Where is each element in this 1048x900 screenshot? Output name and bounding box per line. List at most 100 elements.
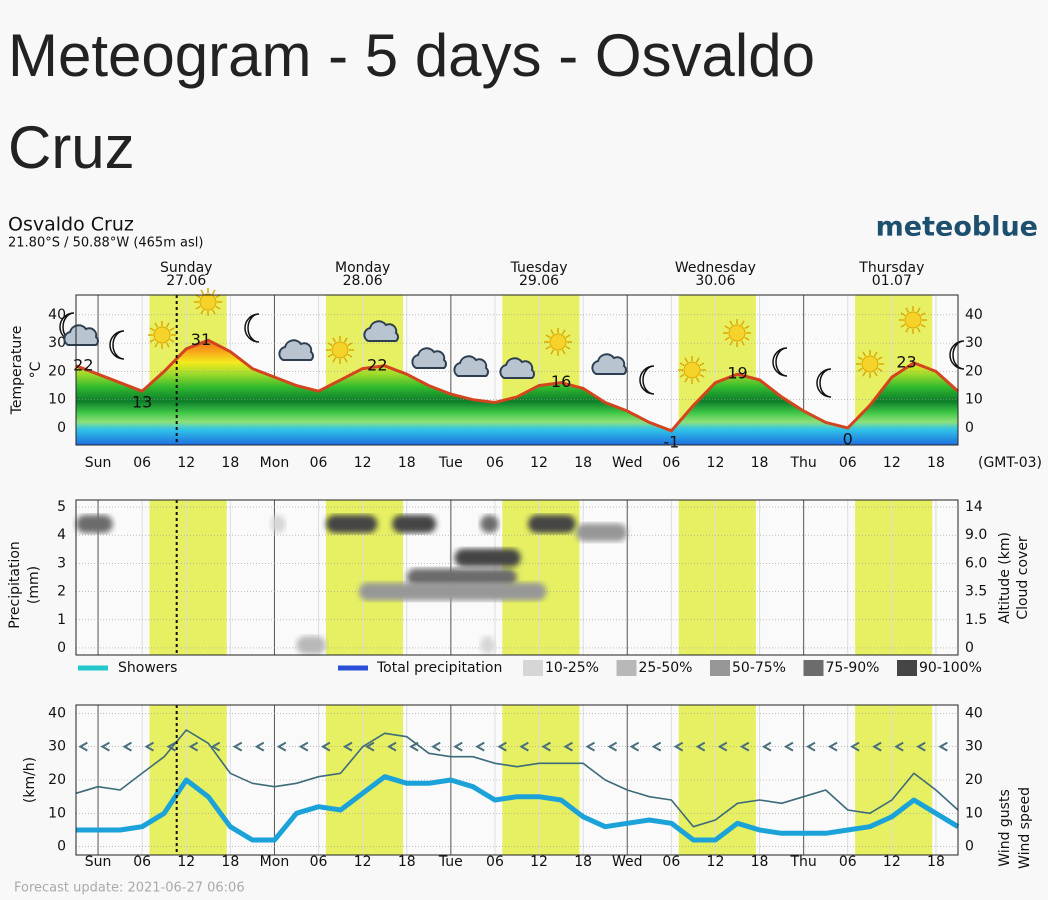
- x-tick-label: 06: [839, 455, 857, 471]
- daylight-band: [149, 500, 227, 655]
- wind-arrow: [783, 741, 794, 752]
- y-tick-label: 20: [48, 363, 66, 379]
- wind-arrow: [78, 741, 88, 752]
- x-tick-label: 12: [354, 854, 372, 870]
- sun-ray: [695, 377, 700, 383]
- wind-arrow: [938, 741, 948, 752]
- sun-ray: [215, 305, 221, 310]
- cloud-icon: [63, 324, 99, 346]
- x-tick-label: Mon: [260, 455, 290, 471]
- y-tick-label-right: 10: [965, 805, 983, 821]
- temperature-area: [76, 340, 958, 445]
- y2-tick-label: 0: [965, 640, 974, 656]
- x-tick-label: 12: [530, 455, 548, 471]
- wind-arrow: [232, 741, 243, 752]
- wind-arrow: [475, 741, 485, 752]
- x-tick-label: 12: [530, 854, 548, 870]
- y-tick-label: 4: [57, 527, 66, 543]
- wind-arrow: [739, 741, 750, 752]
- wind-arrow: [188, 741, 199, 752]
- wind-arrow: [210, 741, 221, 752]
- sun-ray: [905, 307, 910, 313]
- cloud-layer: [528, 514, 576, 533]
- y2-tick-label: 14: [965, 499, 983, 515]
- legend-label: 90-100%: [919, 660, 982, 676]
- x-tick-label: 18: [927, 455, 945, 471]
- wind-arrow: [585, 741, 595, 752]
- wind-arrow: [916, 741, 926, 752]
- sun-ray: [332, 337, 337, 343]
- wind-arrow: [761, 741, 772, 752]
- x-tick-label: 18: [751, 455, 769, 471]
- forecast-update: Forecast update: 2021-06-27 06:06: [14, 881, 245, 896]
- sun-ray: [873, 351, 878, 357]
- sun-ray: [561, 329, 566, 335]
- sun-ray: [165, 322, 170, 328]
- axis-unit: (mm): [26, 566, 42, 604]
- sun-ray: [900, 323, 906, 328]
- day-name: Thursday: [858, 260, 924, 276]
- sun-ray: [169, 327, 175, 332]
- coordinates: 21.80°S / 50.88°W (465m asl): [8, 236, 203, 251]
- wind-arrow: [122, 741, 132, 752]
- daylight-band: [678, 705, 756, 855]
- day-name: Monday: [335, 260, 390, 276]
- sun-ray: [343, 357, 348, 363]
- wind-arrow: [673, 741, 684, 752]
- sun-icon: [856, 350, 884, 378]
- y-tick-label-right: 10: [965, 392, 983, 408]
- x-tick-label: 18: [398, 854, 416, 870]
- sun-ray: [862, 371, 867, 377]
- legend-label: 25-50%: [639, 660, 693, 676]
- x-tick-label: Mon: [260, 854, 290, 870]
- legend-swatch: [523, 660, 543, 676]
- sun-icon: [723, 319, 751, 347]
- timezone: (GMT-03): [978, 455, 1042, 471]
- wind-line: [76, 774, 960, 843]
- sun-disc: [861, 355, 879, 373]
- sun-disc: [728, 324, 746, 342]
- wind-arrow: [872, 741, 882, 752]
- wind-arrow: [342, 741, 353, 752]
- moon-icon: [109, 330, 125, 360]
- page-title: Meteogram - 5 days - Osvaldo: [8, 22, 815, 89]
- day-name: Sunday: [160, 260, 212, 276]
- moon-icon: [639, 365, 655, 395]
- sun-ray: [740, 340, 745, 346]
- y-tick-label-right: 0: [965, 420, 974, 436]
- x-tick-label: Tue: [438, 455, 463, 471]
- sun-ray: [550, 349, 555, 355]
- daylight-band: [678, 500, 756, 655]
- x-tick-label: Wed: [612, 455, 643, 471]
- x-tick-label: 12: [177, 455, 195, 471]
- sun-ray: [862, 351, 867, 357]
- wind-arrow: [651, 741, 662, 752]
- moon-icon: [772, 347, 788, 377]
- wind-arrow: [541, 741, 551, 752]
- cloud-layer: [358, 582, 547, 601]
- y-tick-label: 30: [48, 739, 66, 755]
- moon-icon: [816, 368, 832, 398]
- temperature-label: 16: [551, 372, 571, 391]
- sun-ray: [347, 353, 353, 358]
- y-tick-label-right: 20: [965, 772, 983, 788]
- axis-label: Temperature: [9, 326, 25, 416]
- wind-arrow: [364, 741, 375, 752]
- sun-disc: [153, 326, 171, 344]
- wind-arrow: [850, 741, 860, 752]
- wind-arrow: [453, 741, 463, 752]
- sun-ray: [916, 307, 921, 313]
- wind-arrow: [717, 741, 728, 752]
- sun-disc: [904, 311, 922, 329]
- y-tick-label: 0: [57, 839, 66, 855]
- sun-ray: [550, 329, 555, 335]
- legend-label: Total precipitation: [376, 660, 502, 676]
- y-tick-label: 0: [57, 640, 66, 656]
- x-tick-label: Tue: [438, 854, 463, 870]
- sun-ray: [920, 312, 926, 317]
- cloud-layer: [270, 514, 286, 533]
- sun-ray: [684, 377, 689, 383]
- sun-ray: [699, 362, 705, 367]
- y2-tick-label: 1.5: [965, 612, 987, 628]
